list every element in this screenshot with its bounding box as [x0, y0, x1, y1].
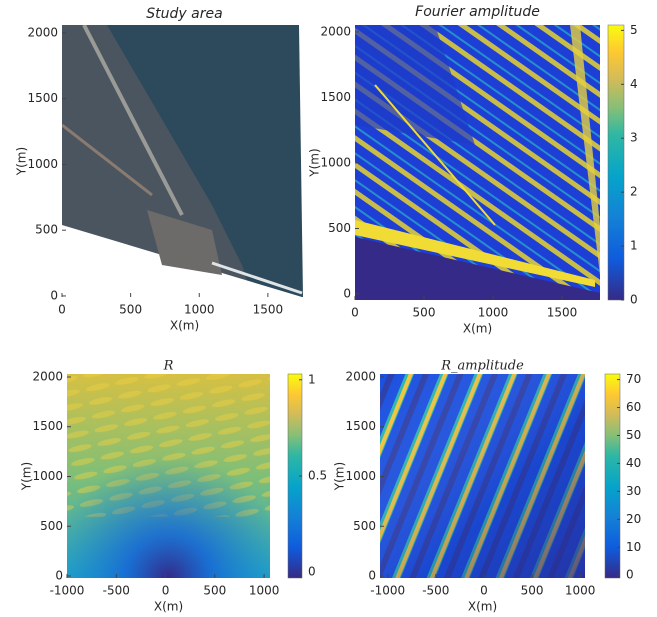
image: [62, 25, 307, 297]
colorbar-tick-label: 30: [626, 484, 641, 498]
x-axis-label: X(m): [154, 600, 183, 614]
x-tick-label: 500: [119, 303, 142, 317]
y-tick-label: 500: [353, 519, 376, 533]
colorbar-tick-label: 3: [630, 131, 638, 145]
x-axis-label: X(m): [468, 600, 497, 614]
x-tick-label: 500: [203, 584, 226, 598]
x-tick-label: -1000: [370, 584, 405, 598]
x-tick-label: 500: [521, 584, 544, 598]
y-tick-label: 2000: [320, 24, 351, 38]
x-tick-label: 1500: [253, 303, 284, 317]
chart-title: R_amplitude: [440, 359, 524, 374]
x-tick-label: -500: [103, 584, 130, 598]
x-tick-label: 1000: [478, 306, 509, 320]
y-axis-label: Y(m): [20, 462, 34, 491]
y-tick-label: 1000: [27, 157, 58, 171]
colorbar: [604, 373, 621, 579]
x-tick-label: 0: [351, 306, 359, 320]
y-tick-label: 500: [35, 223, 58, 237]
y-tick-label: 0: [50, 288, 58, 302]
x-tick-label: 0: [58, 303, 66, 317]
image: [67, 374, 270, 578]
y-tick-label: 1500: [345, 419, 376, 433]
y-tick-label: 2000: [345, 369, 376, 383]
image: [380, 374, 585, 578]
jetty: [82, 25, 184, 216]
no-data: [355, 237, 600, 300]
x-tick-label: 0: [480, 584, 488, 598]
colorbar-tick-label: 10: [626, 540, 641, 554]
colorbar-tick-label: 0: [626, 568, 634, 582]
y-tick-label: 1500: [27, 91, 58, 105]
chart-title: Study area: [146, 6, 222, 22]
chart-title: Fourier amplitude: [415, 4, 540, 20]
x-tick-label: -500: [422, 584, 449, 598]
y-axis-label: Y(m): [308, 148, 322, 177]
colorbar-tick-label: 70: [626, 372, 641, 386]
x-tick-label: 1000: [184, 303, 215, 317]
port: [147, 210, 222, 275]
x-axis-label: X(m): [463, 322, 492, 336]
chart-title: R: [163, 359, 174, 374]
colorbar-tick-label: 40: [626, 456, 641, 470]
colorbar: [607, 24, 625, 301]
breakwater: [374, 84, 496, 226]
colorbar-tick-label: 2: [630, 185, 638, 199]
y-tick-label: 1500: [320, 90, 351, 104]
y-tick-label: 0: [368, 569, 376, 583]
jetty: [62, 123, 153, 197]
y-axis-label: Y(m): [333, 462, 347, 491]
y-tick-label: 1000: [320, 155, 351, 169]
y-tick-label: 0: [55, 569, 63, 583]
shore-band: [355, 220, 595, 287]
y-tick-label: 500: [40, 519, 63, 533]
blank: [299, 25, 307, 297]
colorbar-tick-label: 1: [630, 239, 638, 253]
x-tick-label: 1000: [249, 584, 280, 598]
colorbar-tick-label: 0: [308, 565, 316, 579]
x-tick-label: 1500: [547, 306, 578, 320]
x-tick-label: 1000: [565, 584, 596, 598]
y-tick-label: 1000: [32, 469, 63, 483]
colorbar-tick-label: 4: [630, 77, 638, 91]
colorbar-tick-label: 0: [630, 293, 638, 307]
colorbar-tick-label: 60: [626, 400, 641, 414]
y-tick-label: 1500: [32, 419, 63, 433]
colorbar-tick-label: 1: [308, 372, 316, 386]
y-tick-label: 1000: [345, 469, 376, 483]
surf: [211, 261, 303, 295]
colorbar-tick-label: 5: [630, 23, 638, 37]
colorbar-tick-label: 0.5: [308, 469, 327, 483]
image: [355, 25, 600, 300]
colorbar-tick-label: 50: [626, 428, 641, 442]
x-tick-label: 500: [413, 306, 436, 320]
edge: [570, 25, 600, 275]
y-axis-label: Y(m): [15, 147, 29, 176]
x-tick-label: -1000: [50, 584, 85, 598]
colorbar-tick-label: 20: [626, 512, 641, 526]
y-tick-label: 2000: [32, 369, 63, 383]
y-tick-label: 500: [328, 221, 351, 235]
x-tick-label: 0: [162, 584, 170, 598]
amp-fade: [380, 374, 585, 578]
y-tick-label: 2000: [27, 25, 58, 39]
low-region: [355, 25, 475, 145]
r-hole: [67, 374, 270, 578]
x-axis-label: X(m): [170, 319, 199, 333]
y-tick-label: 0: [343, 286, 351, 300]
